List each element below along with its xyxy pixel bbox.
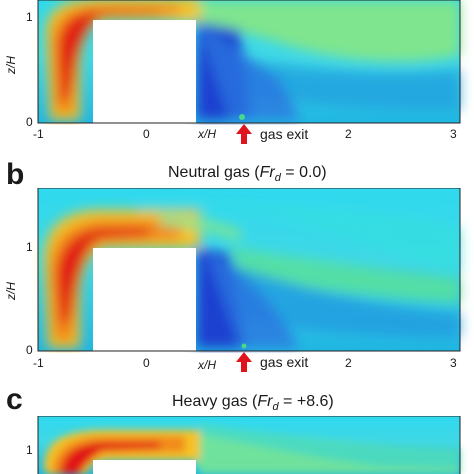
panel-b-letter: b xyxy=(6,158,25,191)
x-tick-3-a: 3 xyxy=(450,127,457,141)
z-tick-0-a: 0 xyxy=(26,115,33,129)
x-axis-label-a: x/H xyxy=(198,127,216,141)
obstacle-c xyxy=(93,460,196,474)
gas-exit-label-a: gas exit xyxy=(260,126,309,142)
x-axis-label-b: x/H xyxy=(198,358,216,372)
gas-exit-arrow-a xyxy=(236,124,252,144)
contour-field-a xyxy=(37,0,461,124)
panel-a: 1 0 z/H -1 0 x/H 2 3 gas exit xyxy=(0,0,474,160)
obstacle-b xyxy=(93,248,196,351)
panel-b: 1 0 z/H -1 0 x/H 2 3 gas exit xyxy=(0,188,474,378)
z-axis-label-b: z/H xyxy=(4,282,18,300)
z-axis-label-a: z/H xyxy=(4,56,18,74)
x-tick-m1-b: -1 xyxy=(33,356,44,370)
x-tick-m1-a: -1 xyxy=(33,127,44,141)
panel-c-letter: c xyxy=(6,383,23,416)
z-tick-1-a: 1 xyxy=(26,10,33,24)
x-tick-0-b: 0 xyxy=(143,356,150,370)
panel-c: 1 xyxy=(0,416,474,474)
z-tick-0-b: 0 xyxy=(26,343,33,357)
contour-field-b xyxy=(37,188,461,352)
gas-exit-label-b: gas exit xyxy=(260,354,309,370)
panel-b-title: Neutral gas (Frd = 0.0) xyxy=(168,164,327,185)
z-tick-1-c: 1 xyxy=(26,443,33,457)
x-tick-2-a: 2 xyxy=(345,127,352,141)
gas-exit-arrow-b xyxy=(236,352,252,372)
obstacle-a xyxy=(93,20,196,123)
x-tick-0-a: 0 xyxy=(143,127,150,141)
x-tick-3-b: 3 xyxy=(450,356,457,370)
panel-c-title: Heavy gas (Frd = +8.6) xyxy=(172,393,334,414)
x-tick-2-b: 2 xyxy=(345,356,352,370)
contour-field-c xyxy=(37,416,461,474)
z-tick-1-b: 1 xyxy=(26,240,33,254)
